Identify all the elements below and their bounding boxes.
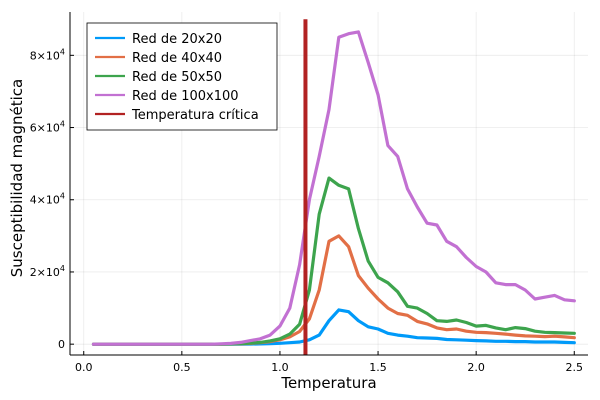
legend-label: Temperatura crítica (131, 108, 259, 123)
y-tick-exponent: 4 (60, 192, 65, 201)
y-tick-base: 4×10 (30, 194, 60, 207)
series-line-4 (91, 30, 576, 346)
y-tick-exponent: 4 (60, 120, 65, 129)
series-line-1 (91, 308, 576, 346)
y-tick-exponent: 4 (60, 264, 65, 273)
series-lines (91, 19, 576, 355)
x-tick-label: 0.5 (173, 361, 191, 374)
legend-label: Red de 100x100 (132, 89, 239, 104)
legend-label: Red de 40x40 (132, 51, 222, 66)
y-tick-label: 0 (58, 338, 65, 351)
y-tick-base: 8×10 (30, 49, 60, 62)
legend: Red de 20x20 Red de 40x40 Red de 50x50 Red … (86, 22, 278, 131)
y-tick-exponent: 4 (60, 47, 65, 56)
y-tick-base: 6×10 (30, 122, 60, 135)
y-tick-label: 2×104 (30, 264, 65, 279)
x-tick-label: 2.5 (566, 361, 584, 374)
x-tick-label: 0.0 (75, 361, 93, 374)
y-tick-label: 4×104 (30, 192, 65, 207)
y-tick-label: 8×104 (30, 47, 65, 62)
y-tick-label: 6×104 (30, 120, 65, 135)
x-tick-label: 2.0 (467, 361, 485, 374)
x-axis-title: Temperatura (280, 374, 376, 392)
y-tick-base: 2×10 (30, 266, 60, 279)
series-line-3 (91, 176, 576, 346)
y-tick-base: 0 (58, 338, 65, 351)
legend-label: Red de 50x50 (132, 70, 222, 85)
y-axis-title: Susceptibilidad magnética (8, 79, 26, 277)
x-tick-label: 1.5 (369, 361, 387, 374)
legend-label: Red de 20x20 (132, 32, 222, 47)
x-tick-label: 1.0 (271, 361, 289, 374)
